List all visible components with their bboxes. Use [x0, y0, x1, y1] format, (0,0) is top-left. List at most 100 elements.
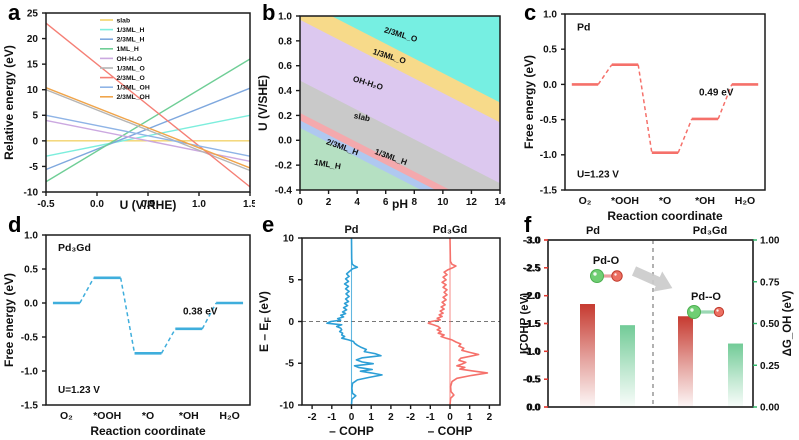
svg-text:U (V/SHE): U (V/SHE) [256, 75, 270, 131]
svg-text:0.50: 0.50 [760, 319, 780, 330]
region-1ML_H [300, 127, 500, 190]
svg-text:Pd: Pd [577, 22, 590, 34]
panel-d-free-energy-pd3gd: 1.0 0.5 0.0 -0.5 -1.0 -1.5 O₂ *OOH *O *OH H₂O React… [0, 220, 255, 440]
svg-text:1: 1 [467, 412, 473, 423]
svg-text:0.5: 0.5 [24, 264, 38, 275]
svg-text:0: 0 [32, 136, 38, 147]
svg-text:*OH: *OH [695, 195, 715, 207]
svg-text:-0.5: -0.5 [524, 375, 542, 386]
series-line-1/3ML_OH [45, 114, 251, 157]
svg-text:0.2: 0.2 [278, 111, 292, 122]
icohp-dgoh-bar-chart: Pd-OPd--O0.0-0.5-1.0-1.5-2.0-2.5-3.0-3.0… [520, 225, 794, 414]
svg-text:-0.2: -0.2 [275, 161, 293, 172]
panel-e-cohp-chart: -2 -1 0 1 2 Pd – COHP -2 -1 0 1 2 Pd₃Gd – COHP 10 5 0 -5-… [255, 220, 520, 440]
svg-text:0.38 eV: 0.38 eV [183, 307, 218, 318]
svg-text:6: 6 [383, 197, 389, 208]
svg-text:Reaction coordinate: Reaction coordinate [90, 424, 206, 438]
svg-text:10: 10 [27, 85, 39, 96]
svg-text:0.00: 0.00 [760, 403, 780, 414]
svg-text:12: 12 [466, 197, 478, 208]
svg-text:0: 0 [297, 197, 303, 208]
cohp-curve-Pd [326, 237, 383, 406]
svg-text:1: 1 [368, 412, 374, 423]
series-line-1ML_H [45, 58, 251, 183]
svg-text:0.25: 0.25 [760, 361, 780, 372]
svg-text:0.0: 0.0 [90, 199, 104, 210]
svg-text:4: 4 [354, 197, 360, 208]
relative-energy-line-chart: 25 20 15 10 5 0 -5 -10-0.5 0.0 0.5 1.0 1.5 U (V/RHE)… [2, 8, 255, 212]
svg-text:*OOH: *OOH [611, 195, 639, 207]
svg-text:slab: slab [353, 111, 371, 123]
svg-text:-10: -10 [280, 400, 295, 411]
svg-text:14: 14 [494, 197, 506, 208]
svg-text:– COHP: – COHP [329, 424, 374, 438]
svg-text:-1.5: -1.5 [540, 185, 558, 196]
svg-text:0.0: 0.0 [543, 80, 557, 91]
panel-e-letter: e [262, 212, 275, 237]
series-line-2/3ML_OH [45, 87, 251, 169]
svg-text:E – EF (eV): E – EF (eV) [257, 291, 273, 352]
svg-text:1.0: 1.0 [24, 230, 38, 241]
svg-text:*O: *O [142, 410, 154, 422]
svg-text:O₂: O₂ [579, 195, 592, 207]
svg-text:15: 15 [27, 60, 39, 71]
pourbaix-phase-diagram: 2/3ML_O1/3ML_OOH-H₂Oslab1/3ML_H2/3ML_H1M… [256, 11, 506, 211]
svg-text:5: 5 [288, 275, 294, 286]
svg-text:2: 2 [326, 197, 332, 208]
svg-text:-2.0: -2.0 [523, 291, 541, 302]
cohp-curve-Pd₃Gd [427, 237, 489, 406]
svg-text:2: 2 [388, 412, 394, 423]
svg-text:-5: -5 [285, 359, 294, 370]
panel-b-letter: b [262, 0, 276, 25]
dgoh-bar-Pd₃Gd [728, 343, 743, 407]
svg-text:U=1.23 V: U=1.23 V [58, 385, 100, 396]
svg-text:Pd: Pd [344, 224, 358, 236]
svg-text:0: 0 [288, 317, 294, 328]
svg-text:Pd₃Gd: Pd₃Gd [58, 242, 91, 254]
svg-text:-0.4: -0.4 [275, 185, 293, 196]
svg-text:-0.5: -0.5 [540, 115, 558, 126]
svg-text:0.4: 0.4 [278, 86, 292, 97]
svg-text:OH-H₂O: OH-H₂O [117, 56, 143, 63]
series-line-2/3ML_O [45, 22, 251, 188]
svg-text:0.6: 0.6 [278, 61, 292, 72]
svg-text:2: 2 [487, 412, 493, 423]
svg-text:-1.0: -1.0 [523, 347, 541, 358]
svg-text:Relative energy (eV): Relative energy (eV) [2, 45, 16, 160]
molecule-icon-Pd--O [687, 305, 725, 319]
svg-text:*OH: *OH [179, 410, 199, 422]
panel-a-letter: a [8, 0, 21, 25]
svg-text:-0.5: -0.5 [37, 199, 55, 210]
svg-text:Free energy (eV): Free energy (eV) [2, 273, 16, 367]
svg-text:0: 0 [447, 412, 453, 423]
svg-text:*O: *O [659, 195, 671, 207]
svg-text:Free energy (eV): Free energy (eV) [522, 55, 536, 149]
svg-text:1.0: 1.0 [192, 199, 206, 210]
svg-text:0.5: 0.5 [141, 199, 155, 210]
panel-c-letter: c [524, 0, 537, 25]
svg-text:-1.0: -1.0 [540, 150, 558, 161]
svg-text:-0.5: -0.5 [523, 375, 541, 386]
svg-text:1/3ML_H: 1/3ML_H [117, 27, 145, 34]
free-energy-step-chart-pd: 1.0 0.5 0.0 -0.5 -1.0 -1.5 O₂ *OOH *O *OH H₂O React… [522, 9, 766, 220]
svg-text:0.0: 0.0 [526, 402, 540, 413]
svg-text:1.5: 1.5 [243, 199, 255, 210]
svg-text:Pd₃Gd: Pd₃Gd [433, 224, 467, 236]
svg-text:slab: slab [117, 17, 131, 24]
svg-text:-3.0: -3.0 [523, 235, 541, 246]
svg-text:10: 10 [283, 233, 295, 244]
svg-text:0.0: 0.0 [527, 403, 541, 414]
svg-text:-1: -1 [426, 412, 435, 423]
svg-text:U (V/RHE): U (V/RHE) [120, 198, 177, 212]
svg-text:ΔG_OH (eV): ΔG_OH (eV) [782, 290, 794, 356]
svg-text:8: 8 [412, 197, 418, 208]
svg-text:-2: -2 [308, 412, 317, 423]
icohp-bar-Pd₃Gd [678, 316, 693, 407]
svg-text:5: 5 [32, 111, 38, 122]
svg-text:-1.5: -1.5 [524, 319, 542, 330]
svg-text:Pd--O: Pd--O [691, 291, 721, 303]
svg-text:-3.0: -3.0 [524, 236, 542, 247]
svg-text:O₂: O₂ [60, 410, 73, 422]
svg-text:2/3ML_H: 2/3ML_H [117, 37, 145, 44]
panel-f-letter: f [524, 212, 532, 237]
